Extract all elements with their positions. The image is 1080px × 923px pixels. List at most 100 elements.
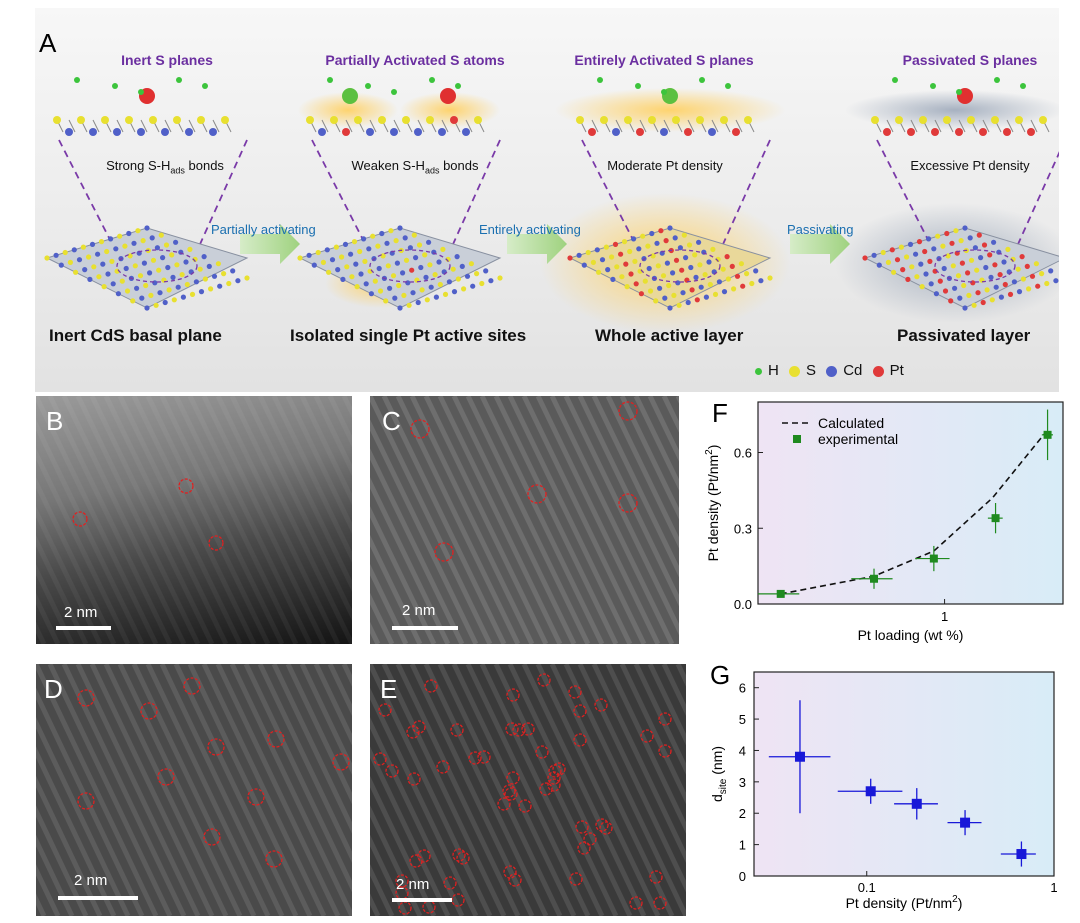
- lattice-fringe: [61, 396, 187, 644]
- atom: [342, 128, 350, 136]
- atom: [612, 128, 620, 136]
- s-atom-icon: [789, 365, 801, 377]
- pt-atom-marker: [424, 679, 438, 693]
- lattice-fringe: [563, 664, 686, 916]
- lattice-fringe: [370, 505, 437, 644]
- pt-atom-marker: [547, 771, 561, 785]
- lattice-fringe: [36, 534, 89, 644]
- lattice-fringe: [36, 477, 117, 644]
- atom: [197, 116, 205, 124]
- pt-atom-marker: [521, 722, 535, 736]
- legend-pt: Pt: [889, 362, 904, 379]
- stage-1-bond-label: Strong S-Hads bonds: [106, 158, 224, 176]
- pt-atom-marker: [443, 876, 457, 890]
- lattice-fringe: [173, 396, 299, 644]
- h-atom: [699, 77, 705, 83]
- experimental-point: [987, 503, 1003, 534]
- atom: [137, 128, 145, 136]
- chart-f-x-tick-label: 1: [941, 609, 948, 624]
- stage-3-bond-label: Moderate Pt density: [607, 158, 723, 173]
- lattice-fringe: [36, 448, 131, 644]
- lattice-fringe: [36, 505, 103, 644]
- pt-atom-marker: [640, 729, 654, 743]
- lattice-fringe: [370, 805, 423, 916]
- lattice-fringe: [243, 396, 352, 621]
- lattice-fringe: [535, 664, 661, 916]
- pt-atom-marker: [547, 778, 561, 792]
- h-atom: [1020, 83, 1026, 89]
- h-atom: [74, 77, 80, 83]
- atom: [967, 116, 975, 124]
- stage-4-bond-label: Excessive Pt density: [910, 158, 1030, 173]
- atom: [931, 128, 939, 136]
- pt-atom-marker: [573, 704, 587, 718]
- atom: [53, 116, 61, 124]
- h-atom-icon: [755, 367, 762, 375]
- panel-c-label: C: [382, 406, 401, 436]
- h-atom: [112, 83, 118, 89]
- arrow-label-2: Entirely activating: [479, 222, 581, 237]
- chart-g: G 0 1 2 3 4 5 6 0.1 1 Pt density (Pt/nm2) dsite …: [709, 660, 1058, 911]
- chart-f-y-tick-label: 0.0: [734, 597, 752, 612]
- lattice-fringe: [159, 664, 285, 916]
- chart-g-label: G: [710, 660, 730, 690]
- h-atom: [597, 77, 603, 83]
- lattice-fringes: [36, 664, 352, 916]
- chart-f-x-axis-label: Pt loading (wt %): [858, 627, 964, 643]
- lattice-fringe: [451, 664, 577, 916]
- lattice-fringe: [507, 396, 633, 644]
- atom: [708, 128, 716, 136]
- atom: [919, 116, 927, 124]
- lattice-fringes: [370, 396, 679, 644]
- lattice-fringe: [563, 396, 679, 636]
- lattice-fringe: [36, 805, 89, 916]
- lattice-fringe: [285, 664, 352, 805]
- schematic-drawing: [44, 77, 1059, 333]
- chart-g-x-tick-label: 0.1: [858, 880, 876, 895]
- lattice-fringe: [521, 664, 647, 916]
- lattice-fringe: [437, 664, 563, 916]
- lattice-fringe: [465, 396, 591, 644]
- panel-c-atom-markers: [370, 396, 679, 644]
- pt-atom-marker: [504, 787, 518, 801]
- lattice-fringe: [36, 716, 131, 916]
- lattice-fringe: [479, 664, 605, 916]
- atom: [89, 128, 97, 136]
- atom: [732, 128, 740, 136]
- atom-strip: [871, 116, 1050, 136]
- lattice-fringe: [131, 664, 257, 916]
- experimental-point: [758, 589, 800, 598]
- stage-2-bond-label: Weaken S-Hads bonds: [351, 158, 479, 176]
- lattice-fringe: [619, 396, 679, 520]
- atom: [426, 116, 434, 124]
- h-atom: [202, 83, 208, 89]
- panel-b-atom-markers: [36, 396, 352, 644]
- h-atom: [725, 83, 731, 89]
- lattice-fringes: [36, 396, 352, 644]
- pt-atom-marker: [412, 720, 426, 734]
- pt-atom-marker: [502, 784, 516, 798]
- density-marker: [794, 751, 805, 762]
- lattice-fringe: [36, 664, 159, 916]
- h-atom: [138, 89, 144, 95]
- h-atom: [930, 83, 936, 89]
- lattice-fringe: [36, 563, 75, 644]
- experimental-marker: [870, 574, 879, 583]
- lattice-fringe: [229, 664, 352, 916]
- experimental-marker: [1043, 430, 1052, 439]
- pt-atom-marker: [537, 673, 551, 687]
- atom-legend: H S Cd Pt: [755, 362, 910, 379]
- chart-g-y-tick-label: 3: [739, 775, 746, 790]
- atom: [185, 128, 193, 136]
- pt-atom-marker: [594, 698, 608, 712]
- atom: [955, 128, 963, 136]
- lattice-fringe: [633, 664, 686, 775]
- legend-experimental-swatch: [793, 435, 801, 443]
- pt-atom-marker: [434, 542, 454, 562]
- pt-atom-marker: [653, 896, 667, 910]
- panel-b-scale-text: 2 nm: [64, 604, 98, 621]
- lattice-fringe: [327, 396, 352, 448]
- h-atom: [635, 83, 641, 89]
- lattice-fringe: [313, 664, 352, 746]
- chart-f-y-axis-label: Pt density (Pt/nm2): [704, 445, 721, 562]
